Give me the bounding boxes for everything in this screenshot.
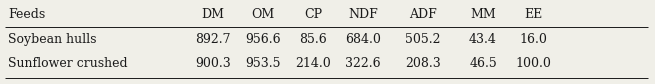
Text: 956.6: 956.6 [245, 33, 281, 46]
Text: 85.6: 85.6 [299, 33, 327, 46]
Text: 322.6: 322.6 [345, 57, 381, 70]
Text: DM: DM [202, 8, 225, 21]
Text: 214.0: 214.0 [295, 57, 331, 70]
Text: ADF: ADF [409, 8, 437, 21]
Text: 684.0: 684.0 [345, 33, 381, 46]
Text: MM: MM [470, 8, 496, 21]
Text: 100.0: 100.0 [515, 57, 551, 70]
Text: 208.3: 208.3 [405, 57, 441, 70]
Text: CP: CP [304, 8, 322, 21]
Text: 505.2: 505.2 [405, 33, 441, 46]
Text: 16.0: 16.0 [519, 33, 547, 46]
Text: 43.4: 43.4 [469, 33, 497, 46]
Text: Feeds: Feeds [8, 8, 45, 21]
Text: Soybean hulls: Soybean hulls [8, 33, 96, 46]
Text: Sunflower crushed: Sunflower crushed [8, 57, 128, 70]
Text: NDF: NDF [348, 8, 378, 21]
Text: EE: EE [524, 8, 542, 21]
Text: 892.7: 892.7 [195, 33, 231, 46]
Text: OM: OM [252, 8, 274, 21]
Text: 46.5: 46.5 [469, 57, 497, 70]
Text: 953.5: 953.5 [245, 57, 281, 70]
Text: 900.3: 900.3 [195, 57, 231, 70]
